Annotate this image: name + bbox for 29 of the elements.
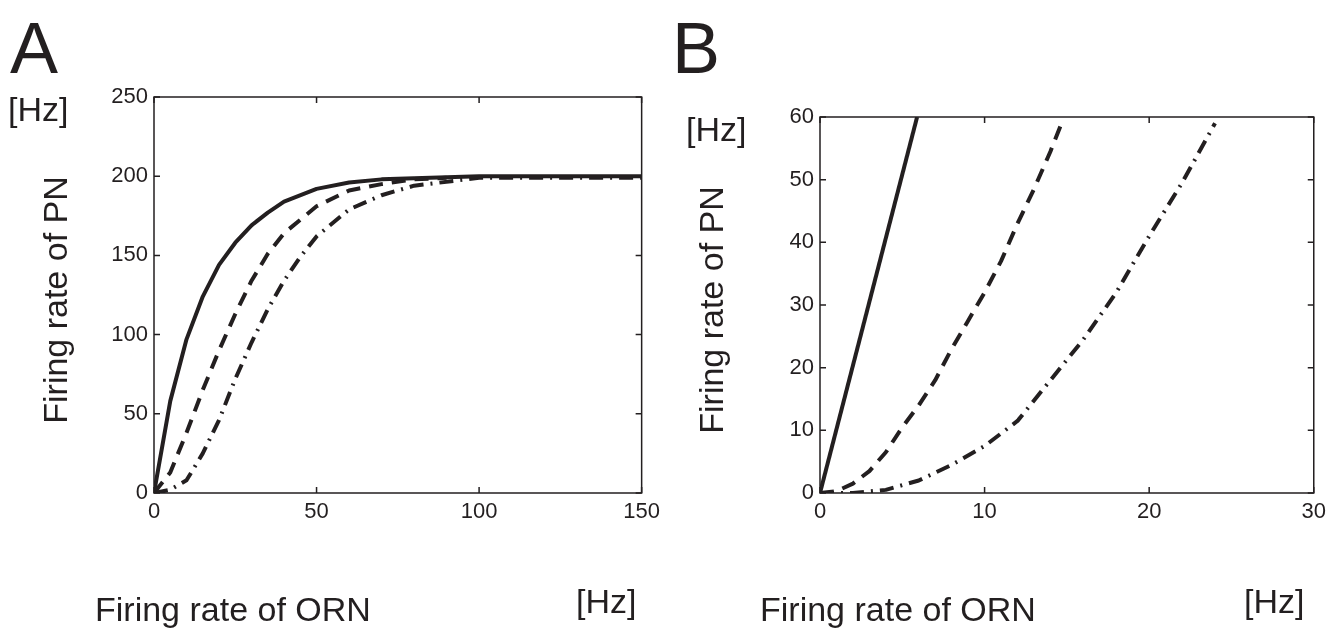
text: [Hz] [576, 582, 637, 620]
text: [Hz] [8, 90, 69, 128]
y-tick-label: 200 [111, 162, 148, 188]
y-tick-label: 0 [801, 479, 814, 505]
y-tick-label: 100 [111, 320, 148, 346]
x-tick-label: 100 [460, 498, 498, 524]
chart-title: B [672, 8, 721, 88]
y-tick-label: 50 [789, 165, 814, 191]
y-tick-label: 250 [111, 83, 148, 109]
y-tick-label: 50 [123, 399, 148, 425]
x-axis-title: Firing rate of ORN [760, 590, 1036, 628]
x-tick-label: 50 [304, 498, 329, 524]
chart-title: A [10, 8, 59, 88]
y-tick-label: 30 [789, 291, 814, 317]
y-tick-label: 150 [111, 241, 148, 267]
text: [Hz] [1244, 582, 1305, 620]
x-tick-label: 20 [1136, 498, 1162, 524]
text: [Hz] [686, 110, 747, 148]
x-tick-label: 150 [623, 498, 661, 524]
y-tick-label: 60 [789, 103, 814, 129]
y-tick-label: 40 [789, 228, 814, 254]
y-axis-title: Firing rate of PN [36, 176, 74, 424]
y-tick-label: 10 [789, 416, 814, 442]
x-tick-label: 10 [972, 498, 997, 524]
y-axis-title: Firing rate of PN [692, 186, 730, 434]
x-axis-title: Firing rate of ORN [95, 590, 371, 628]
y-tick-label: 20 [789, 353, 814, 379]
y-tick-label: 0 [135, 479, 148, 505]
x-tick-label: 30 [1301, 498, 1327, 524]
